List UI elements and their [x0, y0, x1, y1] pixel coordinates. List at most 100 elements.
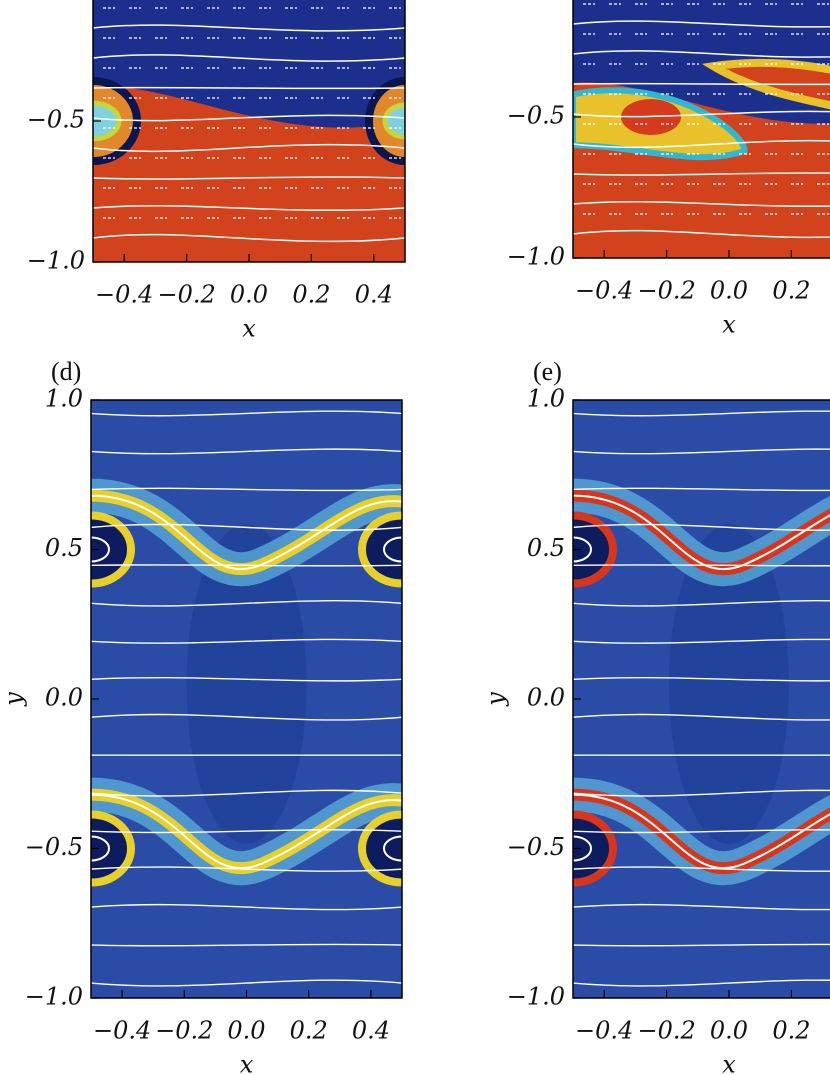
x-tick-label: −0.4: [575, 277, 633, 305]
streamline: [93, 86, 405, 90]
streamline: [573, 676, 830, 682]
x-tick-label: −0.4: [93, 1017, 151, 1045]
y-tick-label: 0.5: [45, 534, 83, 562]
x-tick-label: −0.2: [637, 277, 695, 305]
streamline: [91, 638, 402, 644]
shear-band: [573, 494, 830, 571]
y-axis-label: y: [0, 692, 28, 707]
x-tick-label: 0.2: [772, 1017, 810, 1045]
streamline: [573, 410, 830, 417]
streamline: [91, 829, 402, 834]
x-tick-label: 0.0: [227, 1017, 265, 1045]
vortex: [358, 810, 402, 887]
streamline: [91, 600, 402, 607]
y-tick-label: 1.0: [527, 385, 565, 413]
y-tick-label: −0.5: [507, 102, 565, 130]
vortex-core: [91, 536, 110, 563]
x-tick-label: 0.2: [772, 277, 810, 305]
streamline: [91, 866, 402, 872]
x-axis-label: x: [242, 315, 256, 343]
y-tick-label: 0.0: [527, 684, 565, 712]
y-tick-label: −1.0: [25, 983, 83, 1011]
y-tick-label: −1.0: [507, 243, 565, 271]
vortex-core: [382, 102, 405, 140]
x-tick-label: 0.4: [355, 281, 393, 309]
streamline: [93, 176, 405, 180]
streamline: [573, 50, 830, 58]
shear-band: [573, 793, 830, 870]
streamline: [93, 143, 405, 153]
x-axis-label: x: [722, 311, 736, 339]
shear-band: [91, 793, 402, 870]
y-tick-label: 0.5: [527, 534, 565, 562]
y-tick-label: −1.0: [27, 247, 85, 275]
x-tick-label: −0.2: [637, 1017, 695, 1045]
streamline: [573, 600, 830, 607]
vortex-core: [383, 536, 402, 563]
red-region: [93, 86, 405, 262]
x-tick-label: 0.0: [230, 281, 268, 309]
vortex: [358, 511, 402, 588]
x-tick-label: 0.2: [290, 1017, 328, 1045]
y-axis-label: y: [482, 692, 510, 707]
streamline: [91, 523, 402, 531]
x-tick-label: −0.2: [155, 1017, 213, 1045]
streamline: [573, 564, 830, 567]
streamline: [573, 789, 830, 797]
streamline: [91, 564, 402, 567]
streamline: [573, 829, 830, 834]
x-tick-label: 0.0: [710, 1017, 748, 1045]
streamline: [573, 903, 830, 911]
x-axis-label: x: [722, 1051, 736, 1075]
streamline: [573, 229, 830, 239]
vortex-core: [573, 835, 592, 862]
heatmap: [93, 0, 405, 262]
streamline: [573, 638, 830, 644]
x-tick-label: −0.4: [575, 1017, 633, 1045]
streamline: [573, 448, 830, 455]
streamline: [91, 410, 402, 417]
streamline: [91, 903, 402, 911]
x-tick-label: 0.4: [352, 1017, 390, 1045]
streamline: [573, 20, 830, 28]
x-axis-label: x: [240, 1051, 254, 1075]
streamline: [93, 54, 405, 62]
streamline: [573, 713, 830, 721]
heatmap: [91, 400, 402, 998]
streamline: [93, 24, 405, 32]
vortex: [91, 511, 135, 588]
streamline: [573, 866, 830, 872]
streamline: [91, 943, 402, 947]
vortex-core: [573, 536, 592, 563]
streamline: [91, 713, 402, 721]
x-tick-label: 0.0: [710, 277, 748, 305]
shear-band: [91, 494, 402, 571]
streamline: [93, 114, 405, 122]
streamline: [91, 487, 402, 492]
heatmap: [573, 0, 830, 258]
streamline: [573, 487, 830, 492]
vortex-core: [93, 100, 122, 142]
streamline: [93, 204, 405, 212]
streamline: [91, 979, 402, 987]
streamline: [91, 676, 402, 682]
y-tick-label: −1.0: [507, 983, 565, 1011]
y-tick-label: −0.5: [25, 833, 83, 861]
streamline: [573, 943, 830, 947]
y-tick-label: −0.5: [507, 833, 565, 861]
streamline: [573, 172, 830, 176]
y-tick-label: 0.0: [45, 684, 83, 712]
streamline: [91, 789, 402, 797]
y-tick-label: 1.0: [45, 385, 83, 413]
streamline: [573, 139, 830, 149]
panel-label: (e): [533, 357, 562, 386]
y-tick-label: −0.5: [27, 106, 85, 134]
streamline: [573, 110, 830, 118]
vortex: [573, 511, 617, 588]
streamline: [573, 200, 830, 208]
x-tick-label: 0.2: [292, 281, 330, 309]
x-tick-label: −0.2: [157, 281, 215, 309]
streamline: [573, 979, 830, 987]
panel-label: (d): [51, 357, 81, 386]
